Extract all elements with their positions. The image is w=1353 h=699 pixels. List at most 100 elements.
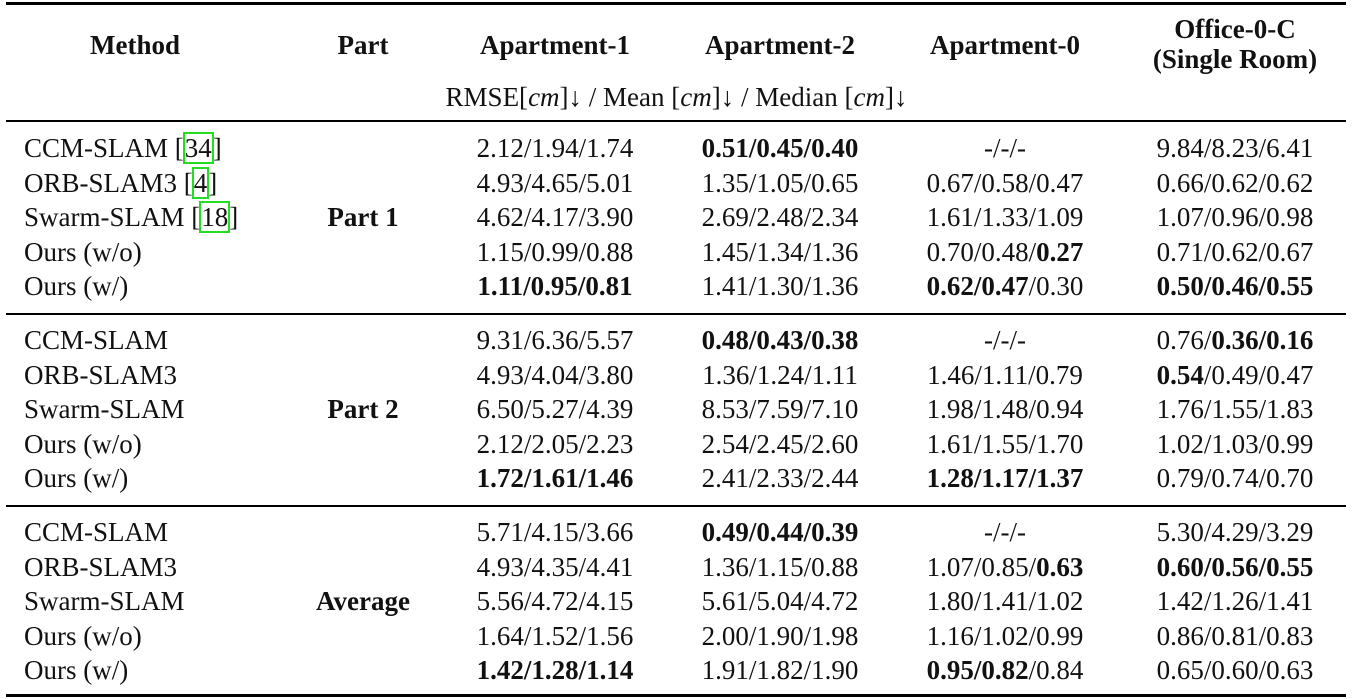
value: /0.49/0.47	[1203, 359, 1314, 390]
method-name: Ours (w/)	[24, 271, 129, 301]
best-value: 0.95/0.82	[926, 655, 1029, 685]
value-cell-apt0: 1.61/1.33/1.09	[900, 202, 1110, 232]
value-cell-apt0: 0.62/0.47/0.30	[900, 271, 1110, 301]
best-value: 1.72/1.61/1.46	[476, 463, 634, 493]
metric-unit-1: cm	[528, 82, 560, 112]
value: 1.42/1.26/1.41	[1156, 586, 1314, 616]
value: 2.00/1.90/1.98	[701, 620, 859, 651]
value-cell-apt0: -/-/-	[900, 133, 1110, 163]
header-rule	[6, 120, 1346, 122]
method-name: Ours (w/)	[24, 655, 129, 685]
method-name: Ours (w/o)	[24, 428, 142, 459]
best-value: 0.54	[1156, 359, 1204, 390]
value-cell-apt1: 2.12/1.94/1.74	[450, 133, 660, 163]
value-cell-office: 0.50/0.46/0.55	[1130, 271, 1340, 301]
value: 0.79/0.74/0.70	[1156, 463, 1314, 493]
value: 2.12/2.05/2.23	[476, 428, 634, 459]
value-cell-apt2: 1.45/1.34/1.36	[675, 237, 885, 267]
value-cell-apt1: 4.93/4.35/4.41	[450, 552, 660, 582]
value-cell-apt0: 0.70/0.48/0.27	[900, 237, 1110, 267]
metric-end: ]↓	[884, 82, 908, 112]
value: 1.61/1.55/1.70	[926, 428, 1084, 459]
best-value: 0.51/0.45/0.40	[701, 133, 859, 163]
value: 0.70/0.48/	[926, 236, 1037, 267]
value-cell-office: 0.60/0.56/0.55	[1130, 552, 1340, 582]
value-cell-apt0: 1.80/1.41/1.02	[900, 586, 1110, 616]
header-apartment-0: Apartment-0	[930, 30, 1080, 60]
value: 1.45/1.34/1.36	[701, 236, 859, 267]
value: 1.41/1.30/1.36	[701, 271, 859, 301]
value-cell-apt1: 6.50/5.27/4.39	[450, 394, 660, 424]
value-cell-office: 9.84/8.23/6.41	[1130, 133, 1340, 163]
value: 1.98/1.48/0.94	[926, 394, 1084, 424]
value: 1.64/1.52/1.56	[476, 620, 634, 651]
metric-subheader: RMSE[cm]↓ / Mean [cm]↓ / Median [cm]↓	[0, 82, 1353, 112]
metric-median: ]↓ / Median [	[711, 82, 854, 112]
method-name: ORB-SLAM3	[24, 359, 178, 390]
value: /0.30	[1028, 271, 1084, 301]
citation-link[interactable]: 4	[191, 166, 210, 199]
value-cell-office: 0.79/0.74/0.70	[1130, 463, 1340, 493]
method-name: CCM-SLAM	[24, 325, 169, 355]
value: 9.31/6.36/5.57	[476, 325, 634, 355]
method-cell: Swarm-SLAM	[24, 394, 185, 424]
value: -/-/-	[984, 325, 1026, 355]
value: 8.53/7.59/7.10	[701, 394, 859, 424]
value: 1.36/1.15/0.88	[701, 551, 859, 582]
metric-unit-3: cm	[853, 82, 885, 112]
method-cell: Swarm-SLAM	[24, 586, 185, 616]
method-cell: Ours (w/o)	[24, 429, 142, 459]
header-office-line2: (Single Room)	[1152, 44, 1318, 74]
method-cell: Ours (w/)	[24, 463, 128, 493]
value-cell-apt2: 2.41/2.33/2.44	[675, 463, 885, 493]
best-value: 1.28/1.17/1.37	[926, 463, 1084, 493]
value-cell-apt0: 1.07/0.85/0.63	[900, 552, 1110, 582]
method-cell: Ours (w/o)	[24, 237, 142, 267]
method-cell: ORB-SLAM3	[24, 360, 177, 390]
value: 5.71/4.15/3.66	[476, 517, 634, 547]
citation-link[interactable]: 34	[182, 132, 214, 164]
method-cell: Ours (w/)	[24, 271, 128, 301]
value: 1.46/1.11/0.79	[927, 359, 1083, 390]
value-cell-apt0: 0.67/0.58/0.47	[900, 168, 1110, 198]
method-cell: CCM-SLAM	[24, 517, 168, 547]
value: 0.86/0.81/0.83	[1156, 620, 1314, 651]
method-name: Ours (w/o)	[24, 236, 142, 267]
value: 0.65/0.60/0.63	[1156, 655, 1314, 685]
value-cell-apt1: 4.93/4.04/3.80	[450, 360, 660, 390]
value-cell-apt0: 1.28/1.17/1.37	[900, 463, 1110, 493]
best-value: 0.48/0.43/0.38	[701, 325, 859, 355]
value-cell-apt1: 1.15/0.99/0.88	[450, 237, 660, 267]
header-office-0-c: Office-0-C (Single Room)	[1130, 14, 1340, 74]
value: 1.16/1.02/0.99	[926, 620, 1084, 651]
value-cell-apt2: 1.36/1.15/0.88	[675, 552, 885, 582]
value-cell-apt2: 2.00/1.90/1.98	[675, 621, 885, 651]
value-cell-apt2: 2.69/2.48/2.34	[675, 202, 885, 232]
method-name: Swarm-SLAM	[24, 586, 185, 616]
value-cell-office: 0.54/0.49/0.47	[1130, 360, 1340, 390]
method-name: CCM-SLAM [	[24, 133, 184, 163]
value: 0.66/0.62/0.62	[1156, 167, 1314, 198]
header-apartment-1: Apartment-1	[480, 30, 630, 60]
method-name: ORB-SLAM3	[24, 551, 178, 582]
header-apartment-2: Apartment-2	[705, 30, 855, 60]
value: 9.84/8.23/6.41	[1156, 133, 1314, 163]
value: 1.61/1.33/1.09	[926, 202, 1084, 232]
group-rule-2	[6, 505, 1346, 507]
value-cell-office: 1.76/1.55/1.83	[1130, 394, 1340, 424]
metric-unit-2: cm	[680, 82, 712, 112]
method-cell: Swarm-SLAM [18]	[24, 201, 238, 233]
value-cell-office: 1.42/1.26/1.41	[1130, 586, 1340, 616]
value-cell-apt1: 4.93/4.65/5.01	[450, 168, 660, 198]
value: 1.36/1.24/1.11	[702, 359, 858, 390]
best-value: 0.49/0.44/0.39	[701, 517, 859, 547]
value-cell-apt1: 1.72/1.61/1.46	[450, 463, 660, 493]
best-value: 0.27	[1036, 236, 1084, 267]
method-cell: ORB-SLAM3	[24, 552, 177, 582]
method-cell: CCM-SLAM	[24, 325, 168, 355]
value-cell-office: 1.07/0.96/0.98	[1130, 202, 1340, 232]
citation-link[interactable]: 18	[199, 201, 231, 233]
group-rule-1	[6, 313, 1346, 315]
value: 4.62/4.17/3.90	[476, 202, 634, 232]
value-cell-office: 5.30/4.29/3.29	[1130, 517, 1340, 547]
